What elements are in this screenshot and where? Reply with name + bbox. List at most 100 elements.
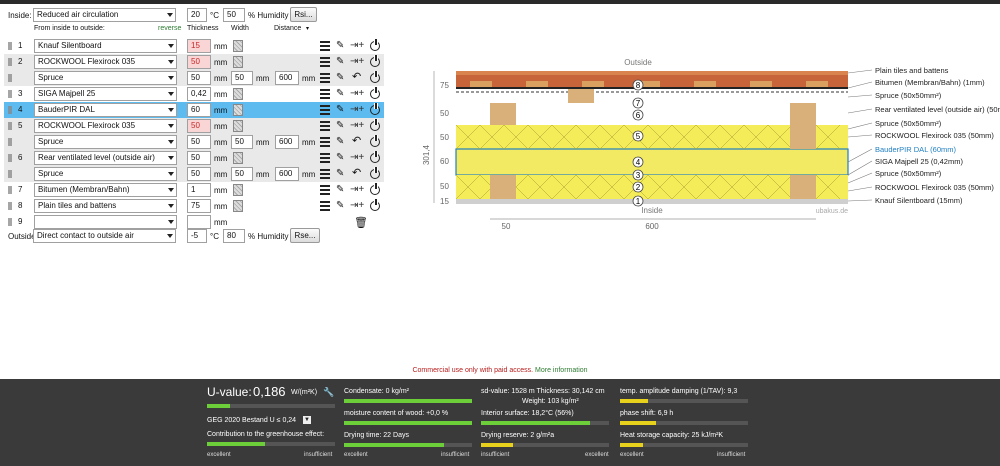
power-toggle-icon[interactable]: [370, 199, 380, 211]
add-layer-icon[interactable]: ⇥+: [350, 88, 365, 99]
add-layer-icon[interactable]: ⇥+: [350, 200, 365, 211]
edit-icon[interactable]: ✎: [336, 184, 345, 195]
add-layer-icon[interactable]: ⇥+: [350, 120, 365, 131]
layer-material-select[interactable]: ROCKWOOL Flexirock 035: [34, 55, 177, 69]
color-pattern-icon[interactable]: [233, 200, 243, 212]
color-pattern-icon[interactable]: [233, 120, 243, 132]
layer-distance-input[interactable]: 600: [275, 135, 299, 149]
layer-row[interactable]: 2 ROCKWOOL Flexirock 035 50 mm ✎ ⇥+: [4, 54, 384, 70]
layer-width-input[interactable]: 50: [231, 71, 253, 85]
layer-thickness-input[interactable]: 50: [187, 151, 211, 165]
color-pattern-icon[interactable]: [233, 184, 243, 196]
layer-distance-input[interactable]: 600: [275, 71, 299, 85]
layer-row[interactable]: 9 mm 🗑: [4, 214, 384, 230]
menu-icon[interactable]: [320, 105, 330, 115]
menu-icon[interactable]: [320, 41, 330, 51]
color-pattern-icon[interactable]: [233, 56, 243, 68]
edit-icon[interactable]: ✎: [336, 72, 345, 83]
layer-row[interactable]: Spruce 50 mm 50 mm 600 mm ✎ ↶: [4, 166, 384, 182]
edit-icon[interactable]: ✎: [336, 40, 345, 51]
edit-icon[interactable]: ✎: [336, 88, 345, 99]
inside-humidity-input[interactable]: 50: [223, 8, 245, 22]
add-layer-icon[interactable]: ⇥+: [350, 56, 365, 67]
layer-thickness-input[interactable]: 1: [187, 183, 211, 197]
drag-handle-icon[interactable]: [8, 42, 12, 50]
layer-material-select[interactable]: Spruce: [34, 71, 177, 85]
edit-icon[interactable]: ✎: [336, 136, 345, 147]
legend-item[interactable]: SIGA Majpell 25 (0,42mm): [875, 157, 963, 166]
undo-icon[interactable]: ↶: [352, 71, 362, 83]
layer-material-select[interactable]: Rear ventilated level (outside air): [34, 151, 177, 165]
drag-handle-icon[interactable]: [8, 58, 12, 66]
drag-handle-icon[interactable]: [8, 202, 12, 210]
drag-handle-icon[interactable]: [8, 186, 12, 194]
menu-icon[interactable]: [320, 169, 330, 179]
power-toggle-icon[interactable]: [370, 167, 380, 179]
drag-handle-icon[interactable]: [8, 90, 12, 98]
legend-item[interactable]: Spruce (50x50mm²): [875, 169, 942, 178]
drag-handle-icon[interactable]: [8, 122, 12, 130]
geg-dropdown-icon[interactable]: ▼: [303, 416, 311, 424]
legend-item[interactable]: ROCKWOOL Flexirock 035 (50mm): [875, 183, 994, 192]
color-pattern-icon[interactable]: [233, 88, 243, 100]
legend-item[interactable]: Knauf Silentboard (15mm): [875, 196, 963, 205]
color-pattern-icon[interactable]: [233, 152, 243, 164]
layer-row[interactable]: 7 Bitumen (Membran/Bahn) 1 mm ✎ ⇥+: [4, 182, 384, 198]
power-toggle-icon[interactable]: [370, 103, 380, 115]
menu-icon[interactable]: [320, 201, 330, 211]
edit-icon[interactable]: ✎: [336, 168, 345, 179]
legend-item[interactable]: Rear ventilated level (outside air) (50m…: [875, 105, 1000, 114]
legend-item[interactable]: Spruce (50x50mm²): [875, 91, 942, 100]
outside-humidity-input[interactable]: 80: [223, 229, 245, 243]
menu-icon[interactable]: [320, 137, 330, 147]
power-toggle-icon[interactable]: [370, 135, 380, 147]
power-toggle-icon[interactable]: [370, 87, 380, 99]
color-pattern-icon[interactable]: [233, 40, 243, 52]
menu-icon[interactable]: [320, 57, 330, 67]
distance-sort-icon[interactable]: ▾: [306, 26, 310, 32]
drag-handle-icon[interactable]: [8, 74, 12, 82]
edit-icon[interactable]: ✎: [336, 120, 345, 131]
add-layer-icon[interactable]: ⇥+: [350, 184, 365, 195]
menu-icon[interactable]: [320, 73, 330, 83]
menu-icon[interactable]: [320, 153, 330, 163]
trash-icon[interactable]: 🗑: [354, 217, 368, 229]
menu-icon[interactable]: [320, 121, 330, 131]
undo-icon[interactable]: ↶: [352, 167, 362, 179]
add-layer-icon[interactable]: ⇥+: [350, 152, 365, 163]
layer-row[interactable]: 6 Rear ventilated level (outside air) 50 mm…: [4, 150, 384, 166]
power-toggle-icon[interactable]: [370, 55, 380, 67]
layer-material-select[interactable]: [34, 215, 177, 229]
layer-width-input[interactable]: 50: [231, 135, 253, 149]
col-distance[interactable]: Distance: [274, 25, 302, 32]
more-info-link[interactable]: More information: [535, 367, 588, 374]
rsi-button[interactable]: Rsi...: [290, 7, 317, 22]
layer-row[interactable]: 5 ROCKWOOL Flexirock 035 50 mm ✎ ⇥+: [4, 118, 384, 134]
layer-thickness-input[interactable]: [187, 215, 211, 229]
layer-thickness-input[interactable]: 15: [187, 39, 211, 53]
layer-thickness-input[interactable]: 50: [187, 135, 211, 149]
layer-thickness-input[interactable]: 50: [187, 71, 211, 85]
legend-item[interactable]: BauderPIR DAL (60mm): [875, 145, 957, 154]
layer-distance-input[interactable]: 600: [275, 167, 299, 181]
undo-icon[interactable]: ↶: [352, 135, 362, 147]
layer-row[interactable]: Spruce 50 mm 50 mm 600 mm ✎ ↶: [4, 134, 384, 150]
power-toggle-icon[interactable]: [370, 119, 380, 131]
layer-material-select[interactable]: Knauf Silentboard: [34, 39, 177, 53]
power-toggle-icon[interactable]: [370, 71, 380, 83]
power-toggle-icon[interactable]: [370, 183, 380, 195]
layer-row[interactable]: 4 BauderPIR DAL 60 mm ✎ ⇥+: [4, 102, 384, 118]
layer-thickness-input[interactable]: 60: [187, 103, 211, 117]
add-layer-icon[interactable]: ⇥+: [350, 104, 365, 115]
layer-material-select[interactable]: Spruce: [34, 167, 177, 181]
reverse-link[interactable]: reverse: [158, 25, 182, 32]
layer-row[interactable]: Spruce 50 mm 50 mm 600 mm ✎ ↶: [4, 70, 384, 86]
inside-temp-input[interactable]: 20: [187, 8, 207, 22]
legend-item[interactable]: Bitumen (Membran/Bahn) (1mm): [875, 78, 985, 87]
layer-material-select[interactable]: Spruce: [34, 135, 177, 149]
drag-handle-icon[interactable]: [8, 106, 12, 114]
layer-row[interactable]: 1 Knauf Silentboard 15 mm ✎ ⇥+: [4, 38, 384, 54]
inside-climate-select[interactable]: Reduced air circulation: [33, 8, 176, 22]
layer-thickness-input[interactable]: 0,42: [187, 87, 211, 101]
rse-button[interactable]: Rse...: [290, 228, 320, 243]
